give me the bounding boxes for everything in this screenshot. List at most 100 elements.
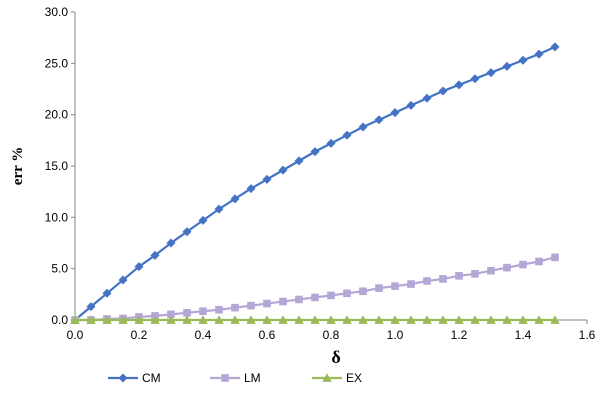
data-point-cm: [134, 262, 144, 272]
data-point-cm: [182, 227, 192, 237]
data-point-cm: [486, 68, 496, 78]
legend-label: LM: [244, 371, 261, 385]
data-point-cm: [390, 108, 400, 118]
data-point-cm: [454, 80, 464, 90]
legend-marker-cm: [118, 373, 128, 383]
data-point-cm: [406, 100, 416, 110]
x-tick-label: 1.2: [451, 328, 468, 342]
data-point-ex: [454, 315, 464, 324]
data-point-ex: [518, 315, 528, 324]
data-point-lm: [535, 257, 543, 266]
y-tick-label: 10.0: [45, 210, 69, 224]
data-point-ex: [198, 315, 208, 324]
data-point-ex: [294, 315, 304, 324]
x-tick-label: 0.8: [323, 328, 340, 342]
x-tick-label: 1.4: [515, 328, 532, 342]
y-tick-label: 15.0: [45, 159, 69, 173]
data-point-cm: [198, 215, 208, 225]
data-point-cm: [342, 130, 352, 140]
data-point-ex: [230, 315, 240, 324]
y-tick-label: 25.0: [45, 56, 69, 70]
data-point-ex: [422, 315, 432, 324]
series-line-lm: [75, 256, 556, 322]
data-point-cm: [230, 194, 240, 204]
y-tick-label: 20.0: [45, 108, 69, 122]
data-point-ex: [502, 315, 512, 324]
data-point-lm: [391, 282, 399, 290]
y-tick-label: 5.0: [51, 262, 68, 276]
data-point-cm: [246, 184, 256, 194]
data-point-lm: [407, 280, 415, 288]
y-tick-label: 30.0: [45, 5, 69, 19]
data-point-cm: [214, 204, 224, 214]
legend-item-ex: EX: [312, 371, 362, 385]
data-point-lm: [487, 266, 495, 275]
data-point-lm: [471, 270, 479, 278]
data-point-cm: [118, 275, 128, 285]
series-layer: [70, 42, 560, 325]
data-point-cm: [422, 93, 432, 103]
data-point-cm: [518, 55, 528, 65]
data-point-ex: [182, 315, 192, 324]
data-point-lm: [343, 289, 351, 298]
data-point-ex: [406, 315, 416, 324]
y-tick-label: 0.0: [51, 313, 68, 327]
series-ex: [70, 315, 560, 324]
data-point-cm: [502, 61, 512, 71]
data-point-cm: [550, 42, 560, 52]
legend-marker-lm: [221, 374, 229, 382]
data-point-ex: [134, 315, 144, 324]
data-point-ex: [70, 315, 80, 324]
data-point-lm: [327, 291, 335, 300]
y-axis-title: err %: [10, 147, 26, 185]
data-point-cm: [326, 138, 336, 148]
data-point-ex: [438, 315, 448, 324]
legend-item-cm: CM: [108, 371, 161, 385]
data-point-cm: [262, 174, 272, 184]
data-point-ex: [246, 315, 256, 324]
data-point-cm: [166, 238, 176, 248]
data-point-lm: [439, 275, 447, 283]
legend-item-lm: LM: [210, 371, 261, 385]
x-tick-label: 1.6: [579, 328, 596, 342]
data-point-lm: [215, 305, 223, 314]
data-point-lm: [279, 297, 287, 306]
data-point-cm: [86, 302, 96, 312]
data-point-lm: [423, 277, 431, 285]
axes: 0.0 5.0 10.0 15.0 20.0 25.0 30.0 0.0 0.2 0.4 0.6 0.…: [45, 5, 596, 342]
x-axis-title: δ: [331, 347, 340, 367]
data-point-ex: [470, 315, 480, 324]
data-point-ex: [342, 315, 352, 324]
data-point-lm: [199, 307, 207, 316]
data-point-ex: [86, 315, 96, 324]
data-point-lm: [295, 295, 303, 304]
data-point-cm: [310, 147, 320, 157]
data-point-cm: [358, 122, 368, 132]
data-point-cm: [470, 74, 480, 84]
data-point-ex: [550, 315, 560, 324]
data-point-ex: [214, 315, 224, 324]
data-point-ex: [326, 315, 336, 324]
data-point-ex: [150, 315, 160, 324]
series-line-cm: [74, 45, 556, 321]
data-point-ex: [262, 315, 272, 324]
data-point-lm: [311, 293, 319, 302]
legend-label: EX: [346, 371, 362, 385]
data-point-cm: [278, 165, 288, 175]
data-point-lm: [263, 299, 271, 308]
data-point-ex: [118, 315, 128, 324]
data-point-lm: [231, 303, 239, 312]
data-point-lm: [167, 310, 175, 319]
data-point-ex: [534, 315, 544, 324]
data-point-lm: [519, 260, 527, 269]
data-point-ex: [486, 315, 496, 324]
data-point-ex: [102, 315, 112, 324]
legend-marker-ex: [322, 373, 332, 382]
x-tick-label: 0.4: [195, 328, 212, 342]
data-point-lm: [247, 301, 255, 310]
legend-label: CM: [142, 371, 161, 385]
data-point-cm: [294, 156, 304, 166]
data-point-lm: [455, 272, 463, 280]
